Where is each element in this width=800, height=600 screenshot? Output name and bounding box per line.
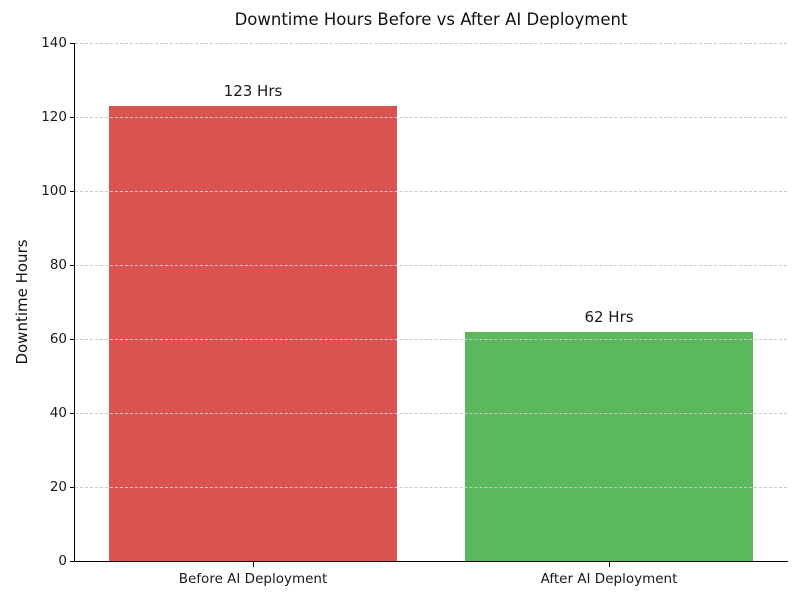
x-tick-mark [608, 562, 610, 567]
y-gridline [75, 338, 787, 340]
y-tick-label: 140 [41, 35, 67, 51]
y-tick-mark [70, 42, 75, 44]
y-axis-spine [74, 43, 76, 562]
y-gridline [75, 190, 787, 192]
y-tick-label: 120 [41, 109, 67, 125]
y-tick-mark [70, 486, 75, 488]
y-tick-mark [70, 412, 75, 414]
x-axis-spine [74, 561, 788, 563]
bar-value-label: 62 Hrs [584, 307, 634, 326]
y-gridline [75, 412, 787, 414]
bar-before [108, 105, 398, 561]
bar-after [464, 331, 754, 561]
y-tick-mark [70, 116, 75, 118]
y-gridline [75, 486, 787, 488]
plot-area: 0 20 40 60 80 100 120 140 123 Hrs Before AI Deplo… [41, 35, 788, 587]
y-tick-label: 20 [49, 479, 67, 495]
y-tick-label: 0 [58, 553, 67, 569]
y-tick-mark [70, 264, 75, 266]
x-tick-label: After AI Deployment [540, 571, 678, 587]
bar-value-label: 123 Hrs [223, 81, 283, 100]
y-gridline [75, 42, 787, 44]
y-tick-mark [70, 190, 75, 192]
y-gridline [75, 116, 787, 118]
chart-title: Downtime Hours Before vs After AI Deploy… [234, 10, 628, 29]
y-tick-mark [70, 338, 75, 340]
y-tick-label: 60 [49, 331, 67, 347]
x-tick-mark [252, 562, 254, 567]
y-tick-label: 80 [49, 257, 67, 273]
y-tick-mark [70, 560, 75, 562]
y-tick-label: 40 [49, 405, 67, 421]
x-tick-label: Before AI Deployment [178, 571, 328, 587]
y-tick-label: 100 [41, 183, 67, 199]
y-gridline [75, 264, 787, 266]
